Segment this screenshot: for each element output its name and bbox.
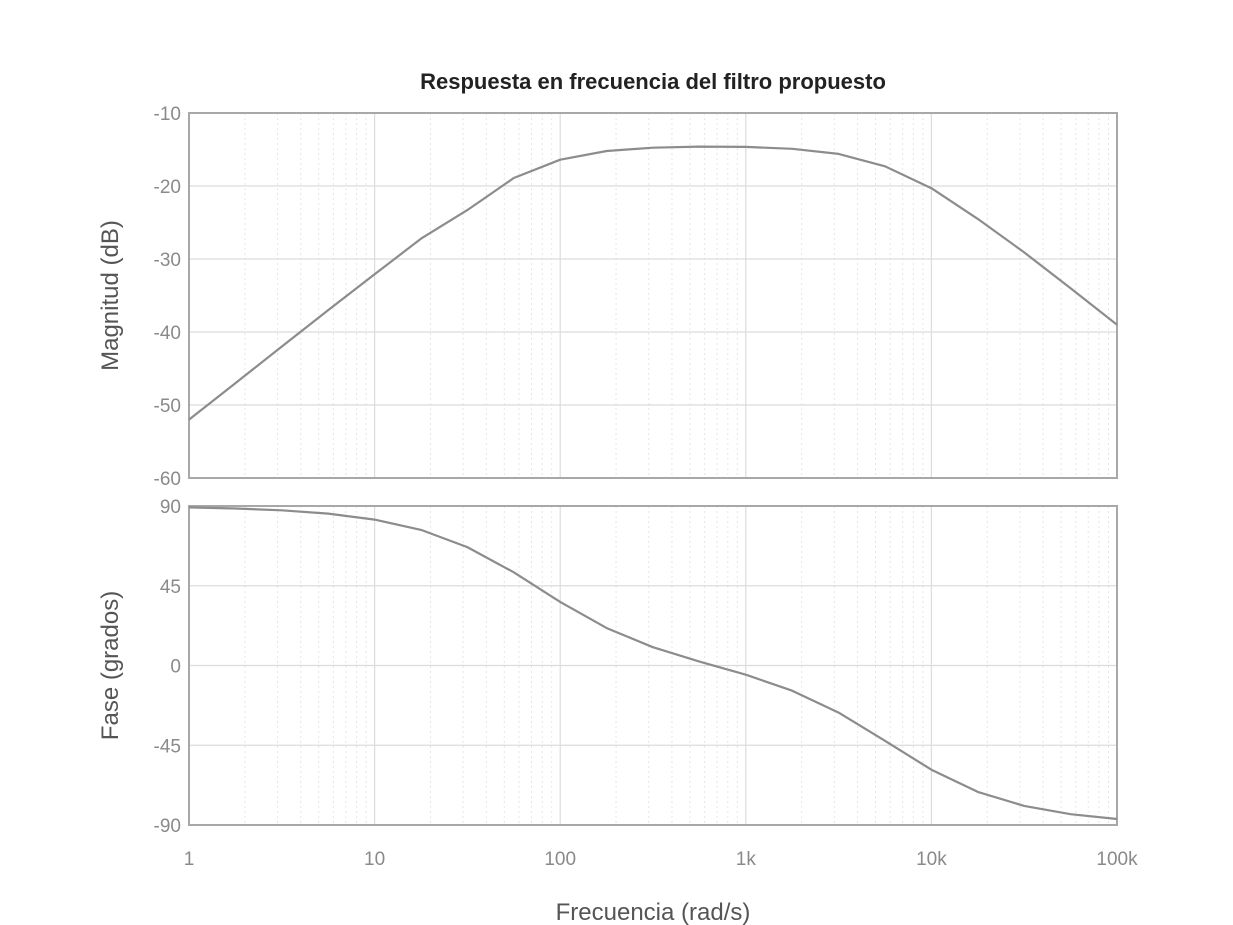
y-tick-label: -20 (154, 177, 181, 198)
phase-curve (188, 506, 1118, 821)
magnitude-curve (188, 145, 1118, 421)
x-tick-label: 100k (1096, 849, 1138, 870)
y-axis-label: Magnitud (dB) (97, 220, 124, 371)
y-axis-label: Fase (grados) (97, 591, 124, 740)
axes-box (188, 112, 1118, 479)
x-axis-label: Frecuencia (rad/s) (556, 899, 751, 925)
y-tick-label: -40 (154, 323, 181, 344)
x-tick-label: 100 (544, 849, 576, 870)
x-tick-label: 10k (916, 849, 947, 870)
x-tick-label: 10 (364, 849, 385, 870)
y-tick-label: -50 (154, 396, 181, 417)
x-tick-label: 1k (736, 849, 757, 870)
y-tick-label: 0 (170, 657, 181, 678)
y-tick-label: -30 (154, 250, 181, 271)
y-tick-label: 90 (160, 497, 181, 518)
y-tick-label: -45 (154, 736, 181, 757)
chart-title: Respuesta en frecuencia del filtro propu… (420, 69, 886, 94)
x-tick-label: 1 (184, 849, 195, 870)
y-tick-label: 45 (160, 577, 181, 598)
axes-box (188, 505, 1118, 826)
y-tick-label: -60 (154, 469, 181, 490)
y-tick-label: -10 (154, 104, 181, 125)
y-tick-label: -90 (154, 816, 181, 837)
